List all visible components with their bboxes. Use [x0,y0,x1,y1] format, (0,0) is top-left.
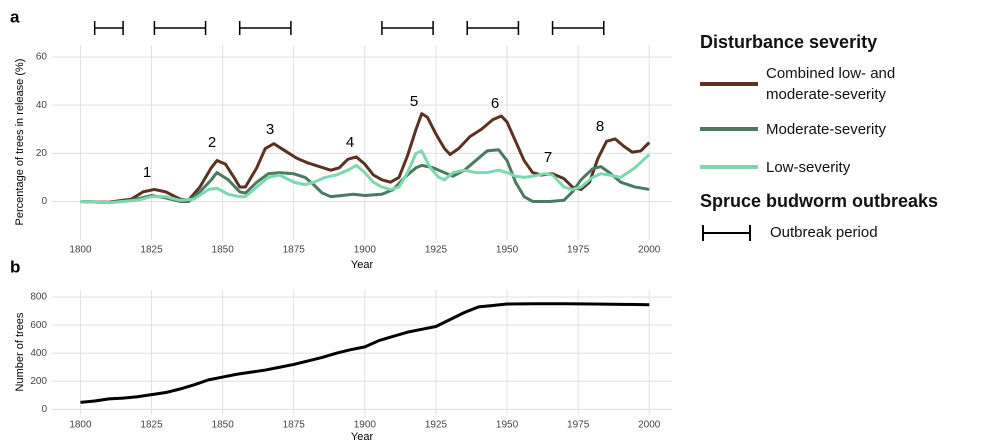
x-tick-label: 1875 [283,245,306,256]
legend-label: Moderate-severity [766,120,887,138]
x-tick-label: 1900 [354,420,377,431]
y-tick-label: 800 [30,292,47,303]
legend-item: Combined low- and moderate-severity [700,63,985,105]
y-tick-label: 600 [30,320,47,331]
y-tick-label: 0 [41,196,47,207]
y-tick-label: 400 [30,348,47,359]
panel-label: b [10,257,20,276]
peak-label: 8 [596,118,604,135]
peak-label: 3 [266,121,274,138]
x-tick-label: 1850 [212,245,235,256]
legend-swatch [702,224,751,241]
x-tick-label: 1800 [69,245,92,256]
x-tick-label: 2000 [638,245,661,256]
outbreak-period [238,21,292,35]
x-axis-label: Year [351,431,374,443]
x-tick-label: 1975 [567,420,590,431]
legend-label: Outbreak period [770,224,878,241]
legend-title: Disturbance severity [700,32,878,52]
x-tick-label: 2000 [638,420,661,431]
peak-label: 7 [544,149,552,166]
y-tick-label: 40 [36,100,48,111]
legend-swatch [700,127,758,131]
data-line [80,302,650,404]
y-axis-label: Number of trees [14,312,26,391]
peak-label: 2 [208,134,216,151]
data-line [80,148,650,205]
x-tick-label: 1850 [212,420,235,431]
data-line [80,149,651,205]
legend-label: Low-severity [766,158,851,176]
legend-bracket [702,224,751,241]
legend-swatch [700,165,758,169]
x-axis-label: Year [351,259,374,271]
x-tick-label: 1925 [425,420,448,431]
outbreak-period [551,21,605,35]
x-tick-label: 1900 [354,245,377,256]
legend: Disturbance severity Combined low- and mo… [700,32,985,253]
outbreak-period [153,21,207,35]
legend-swatch [700,82,758,86]
x-tick-label: 1950 [496,420,519,431]
outbreak-period [93,21,124,35]
x-tick-label: 1975 [567,245,590,256]
x-tick-label: 1950 [496,245,519,256]
x-tick-label: 1800 [69,420,92,431]
y-axis-label: Percentage of trees in release (%) [14,59,26,226]
legend-item: Moderate-severity [700,115,985,143]
x-tick-label: 1875 [283,420,306,431]
peak-label: 6 [491,95,499,112]
x-tick-label: 1825 [140,420,163,431]
panel-label: a [10,7,20,26]
y-tick-label: 60 [36,52,48,63]
x-tick-label: 1925 [425,245,448,256]
outbreak-period [466,21,520,35]
y-tick-label: 200 [30,376,47,387]
legend-title: Spruce budworm outbreaks [700,191,939,211]
legend-item: Outbreak period [700,222,985,243]
peak-label: 4 [346,134,354,151]
y-tick-label: 20 [36,148,48,159]
data-line [80,112,651,204]
y-tick-label: 0 [41,404,47,415]
peak-label: 1 [143,164,151,181]
outbreak-period [381,21,434,35]
legend-item: Low-severity [700,153,985,181]
x-tick-label: 1825 [140,245,163,256]
legend-label: Combined low- and moderate-severity [766,65,896,103]
peak-label: 5 [410,93,418,110]
